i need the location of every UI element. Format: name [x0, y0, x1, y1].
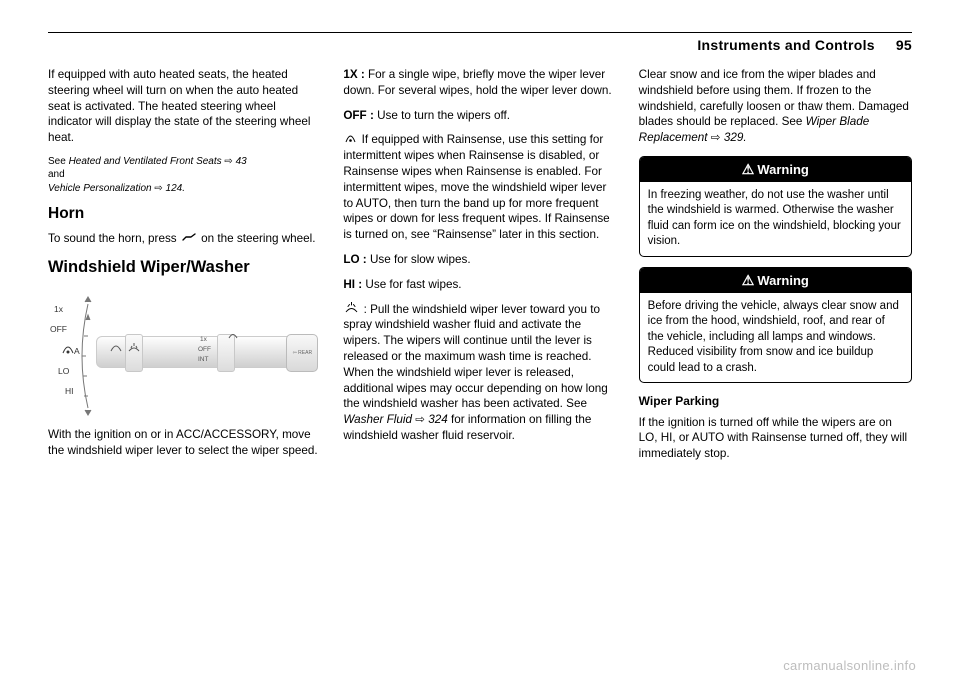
wiper-heading: Windshield Wiper/Washer [48, 256, 321, 278]
warning-box-2: Warning Before driving the vehicle, alwa… [639, 267, 912, 383]
horn-icon [182, 231, 196, 247]
horn-para: To sound the horn, press on the steering… [48, 231, 321, 247]
columns: If equipped with auto heated seats, the … [48, 67, 912, 635]
warning-box-1: Warning In freezing weather, do not use … [639, 156, 912, 257]
fig-label-lo: LO [58, 366, 69, 377]
column-1: If equipped with auto heated seats, the … [48, 67, 321, 635]
term-hi: HI : Use for fast wipes. [343, 277, 616, 293]
fig-label-a: A [62, 344, 80, 357]
page-number: 95 [896, 37, 912, 53]
warning-1-title: Warning [640, 157, 911, 182]
tiny-1x: 1x [200, 336, 207, 345]
page-header: Instruments and Controls 95 [48, 32, 912, 57]
header-text: Instruments and Controls 95 [697, 37, 912, 53]
page: Instruments and Controls 95 If equipped … [0, 0, 960, 678]
term-wash: : Pull the windshield wiper lever toward… [343, 302, 616, 444]
tiny-off: OFF [198, 346, 211, 355]
see-ref-1: See Heated and Ventilated Front Seats ⇨ … [48, 155, 321, 196]
term-off: OFF : Use to turn the wipers off. [343, 108, 616, 124]
term-auto: If equipped with Rainsense, use this set… [343, 132, 616, 243]
wiper-intro-para: With the ignition on or in ACC/ACCESSORY… [48, 427, 321, 459]
lever-cap: ⇦ REAR [286, 334, 318, 372]
fig-label-off: OFF [50, 324, 67, 335]
wiper-parking-heading: Wiper Parking [639, 393, 912, 409]
term-1x: 1X : For a single wipe, briefly move the… [343, 67, 616, 99]
horn-heading: Horn [48, 204, 321, 225]
fig-label-hi: HI [65, 386, 74, 397]
heated-wheel-para: If equipped with auto heated seats, the … [48, 67, 321, 146]
wiper-parking-para: If the ignition is turned off while the … [639, 415, 912, 462]
clear-snow-para: Clear snow and ice from the wiper blades… [639, 67, 912, 146]
fig-label-1x: 1x [54, 304, 63, 315]
wiper-figure: 1x OFF A LO HI ⇦ REAR 1x OFF INT [48, 286, 321, 421]
column-2: 1X : For a single wipe, briefly move the… [343, 67, 616, 635]
tiny-wipe-icon [228, 332, 238, 343]
section-title: Instruments and Controls [697, 37, 875, 53]
watermark: carmanualsonline.info [783, 658, 916, 673]
warning-2-title: Warning [640, 268, 911, 293]
warning-1-body: In freezing weather, do not use the wash… [640, 182, 911, 256]
tiny-int: INT [198, 356, 208, 365]
auto-icon [345, 132, 356, 148]
wipe-icon [110, 343, 122, 352]
wash-icon [128, 343, 140, 352]
warning-2-body: Before driving the vehicle, always clear… [640, 293, 911, 383]
washer-icon [345, 302, 358, 318]
lever-wipe-icons [110, 343, 140, 352]
term-lo: LO : Use for slow wipes. [343, 252, 616, 268]
auto-mark-icon [62, 344, 74, 354]
column-3: Clear snow and ice from the wiper blades… [639, 67, 912, 635]
